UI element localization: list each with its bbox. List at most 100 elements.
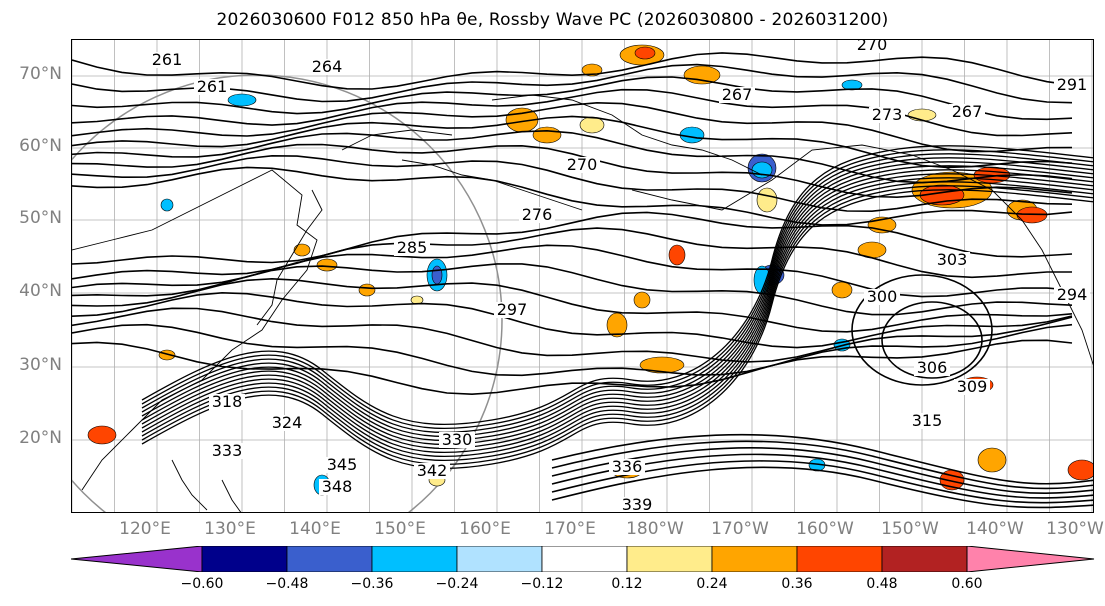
anomaly-patch <box>227 93 257 107</box>
anomaly-patch <box>907 108 937 122</box>
contour-label-bg <box>209 394 245 410</box>
latitude-label: 40°N <box>19 281 62 301</box>
colorbar-segment <box>881 546 968 572</box>
longitude-label: 130°W <box>1046 519 1104 539</box>
longitude-label: 150°E <box>374 519 426 539</box>
map-panel: 261 261 264 267 270 270 273 267 276 285 297 300 303 3… <box>71 39 1094 513</box>
contour-label: 291 <box>1057 75 1088 94</box>
contour-label-bg <box>269 415 305 431</box>
anomaly-patch <box>160 198 174 212</box>
contour-label: 285 <box>397 238 428 257</box>
contour-label-bg <box>324 457 360 473</box>
contour-line <box>72 263 1073 316</box>
coastline <box>491 94 763 176</box>
contour-line <box>141 189 1093 470</box>
contour-line <box>141 153 1093 434</box>
contour-line <box>72 339 1073 396</box>
contour-label: 324 <box>272 413 303 432</box>
contour-label: 270 <box>857 40 888 54</box>
contour-label-bg <box>949 104 985 120</box>
colorbar-segment <box>711 546 798 572</box>
longitude-label: 120°E <box>119 519 171 539</box>
colorbar-segment <box>796 546 883 572</box>
contour-line <box>141 173 1093 454</box>
contour-label-bg <box>1054 287 1090 303</box>
colorbar-tick-label: 0.36 <box>781 576 813 592</box>
contour-label-bg <box>194 79 230 95</box>
anomaly-patch <box>581 63 603 77</box>
contour-line <box>551 466 1093 509</box>
contour-line <box>72 323 1073 377</box>
contour-label: 300 <box>867 287 898 306</box>
colorbar-segment <box>371 546 458 572</box>
longitude-label: 150°W <box>881 519 939 539</box>
contour-label-bg <box>954 379 990 395</box>
contour-line <box>72 291 1073 349</box>
contour-line <box>72 143 1073 199</box>
contour-line <box>72 277 1073 333</box>
contour-label-bg <box>719 87 755 103</box>
contour-line <box>72 307 1073 363</box>
anomaly-patch <box>316 258 338 272</box>
contour-line <box>141 181 1093 462</box>
contour-label: 264 <box>312 57 343 76</box>
contour-label-bg <box>564 157 600 173</box>
anomaly-patch <box>410 295 424 305</box>
contour-label-bg <box>909 413 945 429</box>
anomaly-patch <box>683 65 721 85</box>
contour-label: 330 <box>442 430 473 449</box>
contour-line <box>141 185 1093 466</box>
coastline <box>171 459 208 511</box>
anomaly-patch <box>431 265 443 285</box>
contour-line <box>551 440 1093 490</box>
contour-label: 276 <box>522 205 553 224</box>
anomaly-patch <box>634 46 656 60</box>
contour-line <box>851 274 993 386</box>
colorbar-tick-label: −0.60 <box>180 576 224 592</box>
anomaly-patch <box>358 283 376 297</box>
colorbar-segment <box>626 546 713 572</box>
longitude-label: 160°E <box>459 519 511 539</box>
anomaly-patch <box>977 447 1007 473</box>
colorbar-extend-min <box>71 546 203 572</box>
anomaly-patch <box>579 116 605 134</box>
coastline <box>221 479 242 512</box>
colorbar <box>71 546 1095 572</box>
contour-line <box>141 169 1093 450</box>
longitude-label: 170°W <box>711 519 769 539</box>
longitude-label: 130°E <box>204 519 256 539</box>
colorbar-tick-label: 0.60 <box>951 576 983 592</box>
contour-label-bg <box>914 360 950 376</box>
contour-label: 336 <box>612 457 643 476</box>
contour-label: 267 <box>722 85 753 104</box>
contour-label: 273 <box>872 105 903 124</box>
contour-line <box>551 433 1093 485</box>
colorbar-segment <box>541 546 628 572</box>
colorbar-tick-label: 0.24 <box>696 576 728 592</box>
contour-label: 261 <box>152 50 183 69</box>
colorbar-tick-label: 0.12 <box>611 576 643 592</box>
contour-label: 315 <box>912 411 943 430</box>
contour-label-bg <box>394 240 430 256</box>
longitude-label: 170°E <box>544 519 596 539</box>
anomaly-patch <box>831 281 853 299</box>
contour-label-bg <box>864 289 900 305</box>
contour-line <box>72 63 1073 104</box>
colorbar-segment <box>456 546 543 572</box>
latitude-label: 60°N <box>19 136 62 156</box>
contour-line <box>141 157 1093 438</box>
theta-e-map: 261 261 264 267 270 270 273 267 276 285 297 300 303 3… <box>72 40 1093 512</box>
contour-label-bg <box>619 497 655 512</box>
contour-line <box>141 177 1093 458</box>
contour-label-bg <box>854 40 890 53</box>
colorbar-tick-label: −0.24 <box>435 576 479 592</box>
longitude-label: 180°W <box>626 519 684 539</box>
contour-label: 309 <box>957 377 988 396</box>
contour-label-bg <box>149 52 185 68</box>
longitude-label: 140°W <box>966 519 1024 539</box>
contour-label-bg <box>869 107 905 123</box>
anomaly-patch <box>639 356 685 374</box>
contour-label-bg <box>934 252 970 268</box>
anomaly-patch <box>1067 459 1093 481</box>
anomaly-patch <box>633 291 651 309</box>
